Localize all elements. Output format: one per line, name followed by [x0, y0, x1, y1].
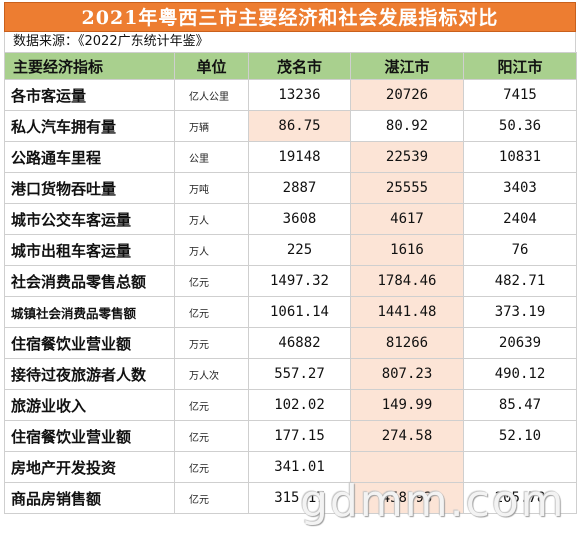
value-zhanjiang: 22539	[350, 141, 464, 173]
value-yangjiang: 76	[463, 234, 577, 266]
indicator-name: 住宿餐饮业营业额	[4, 420, 175, 452]
value-yangjiang: 52.10	[463, 420, 577, 452]
header-indicator: 主要经济指标	[4, 52, 175, 80]
header-unit: 单位	[174, 52, 249, 80]
value-yangjiang: 205.78	[463, 482, 577, 514]
value-maoming: 1061.14	[248, 296, 351, 328]
statistics-sheet: 2021年粤西三市主要经济和社会发展指标对比 数据来源：《2022广东统计年鉴》…	[4, 2, 577, 514]
header-maoming: 茂名市	[248, 52, 351, 80]
indicator-unit: 亿元	[174, 296, 249, 328]
value-zhanjiang: 4617	[350, 203, 464, 235]
value-maoming: 3608	[248, 203, 351, 235]
data-source-note: 数据来源：《2022广东统计年鉴》	[4, 32, 576, 52]
value-zhanjiang: 80.92	[350, 110, 464, 142]
table-row: 商品房销售额 亿元 315.17 458.93 205.78	[4, 482, 577, 514]
value-maoming: 46882	[248, 327, 351, 359]
table-row: 港口货物吞吐量 万吨 2887 25555 3403	[4, 172, 577, 204]
value-yangjiang: 50.36	[463, 110, 577, 142]
table-row: 住宿餐饮业营业额 亿元 177.15 274.58 52.10	[4, 420, 577, 452]
header-row: 主要经济指标 单位 茂名市 湛江市 阳江市	[4, 52, 577, 80]
value-maoming: 177.15	[248, 420, 351, 452]
indicator-name: 私人汽车拥有量	[4, 110, 175, 142]
value-zhanjiang: 149.99	[350, 389, 464, 421]
value-maoming: 1497.32	[248, 265, 351, 297]
indicator-name: 住宿餐饮业营业额	[4, 327, 175, 359]
value-yangjiang: 20639	[463, 327, 577, 359]
value-yangjiang: 85.47	[463, 389, 577, 421]
value-maoming: 102.02	[248, 389, 351, 421]
indicator-name: 接待过夜旅游者人数	[4, 358, 175, 390]
indicator-unit: 亿元	[174, 451, 249, 483]
indicator-name: 社会消费品零售总额	[4, 265, 175, 297]
table-row: 城市出租车客运量 万人 225 1616 76	[4, 234, 577, 266]
indicator-name: 旅游业收入	[4, 389, 175, 421]
table-row: 住宿餐饮业营业额 万元 46882 81266 20639	[4, 327, 577, 359]
value-zhanjiang: 20726	[350, 79, 464, 111]
table-row: 城市公交车客运量 万人 3608 4617 2404	[4, 203, 577, 235]
table-row: 城镇社会消费品零售额 亿元 1061.14 1441.48 373.19	[4, 296, 577, 328]
value-maoming: 341.01	[248, 451, 351, 483]
indicator-unit: 亿元	[174, 265, 249, 297]
indicator-unit: 万吨	[174, 172, 249, 204]
value-yangjiang: 3403	[463, 172, 577, 204]
value-zhanjiang: 1616	[350, 234, 464, 266]
value-zhanjiang	[350, 451, 464, 483]
value-zhanjiang: 807.23	[350, 358, 464, 390]
value-zhanjiang: 1441.48	[350, 296, 464, 328]
value-maoming: 225	[248, 234, 351, 266]
value-zhanjiang: 25555	[350, 172, 464, 204]
indicator-unit: 亿人公里	[174, 79, 249, 111]
indicator-unit: 万人次	[174, 358, 249, 390]
table-row: 各市客运量 亿人公里 13236 20726 7415	[4, 79, 577, 111]
indicator-unit: 万辆	[174, 110, 249, 142]
header-zhanjiang: 湛江市	[350, 52, 464, 80]
table-row: 接待过夜旅游者人数 万人次 557.27 807.23 490.12	[4, 358, 577, 390]
value-zhanjiang: 81266	[350, 327, 464, 359]
value-yangjiang: 2404	[463, 203, 577, 235]
indicator-unit: 万人	[174, 234, 249, 266]
indicator-name: 房地产开发投资	[4, 451, 175, 483]
indicator-name: 城市出租车客运量	[4, 234, 175, 266]
indicator-unit: 公里	[174, 141, 249, 173]
value-maoming: 19148	[248, 141, 351, 173]
indicator-unit: 万元	[174, 327, 249, 359]
value-maoming: 557.27	[248, 358, 351, 390]
indicator-table: 主要经济指标 单位 茂名市 湛江市 阳江市 各市客运量 亿人公里 13236 2…	[4, 52, 577, 514]
value-maoming: 2887	[248, 172, 351, 204]
table-row: 公路通车里程 公里 19148 22539 10831	[4, 141, 577, 173]
indicator-name: 城镇社会消费品零售额	[4, 296, 175, 328]
indicator-name: 各市客运量	[4, 79, 175, 111]
indicator-name: 港口货物吞吐量	[4, 172, 175, 204]
indicator-name: 城市公交车客运量	[4, 203, 175, 235]
value-yangjiang: 7415	[463, 79, 577, 111]
indicator-unit: 亿元	[174, 389, 249, 421]
value-yangjiang: 490.12	[463, 358, 577, 390]
value-yangjiang: 482.71	[463, 265, 577, 297]
indicator-name: 商品房销售额	[4, 482, 175, 514]
table-row: 私人汽车拥有量 万辆 86.75 80.92 50.36	[4, 110, 577, 142]
table-row: 房地产开发投资 亿元 341.01	[4, 451, 577, 483]
table-row: 旅游业收入 亿元 102.02 149.99 85.47	[4, 389, 577, 421]
table-title: 2021年粤西三市主要经济和社会发展指标对比	[4, 2, 576, 32]
indicator-unit: 万人	[174, 203, 249, 235]
value-maoming: 13236	[248, 79, 351, 111]
indicator-unit: 亿元	[174, 482, 249, 514]
indicator-name: 公路通车里程	[4, 141, 175, 173]
value-yangjiang	[463, 451, 577, 483]
value-maoming: 315.17	[248, 482, 351, 514]
header-yangjiang: 阳江市	[463, 52, 577, 80]
value-maoming: 86.75	[248, 110, 351, 142]
value-yangjiang: 373.19	[463, 296, 577, 328]
table-row: 社会消费品零售总额 亿元 1497.32 1784.46 482.71	[4, 265, 577, 297]
value-yangjiang: 10831	[463, 141, 577, 173]
value-zhanjiang: 458.93	[350, 482, 464, 514]
indicator-unit: 亿元	[174, 420, 249, 452]
value-zhanjiang: 274.58	[350, 420, 464, 452]
value-zhanjiang: 1784.46	[350, 265, 464, 297]
